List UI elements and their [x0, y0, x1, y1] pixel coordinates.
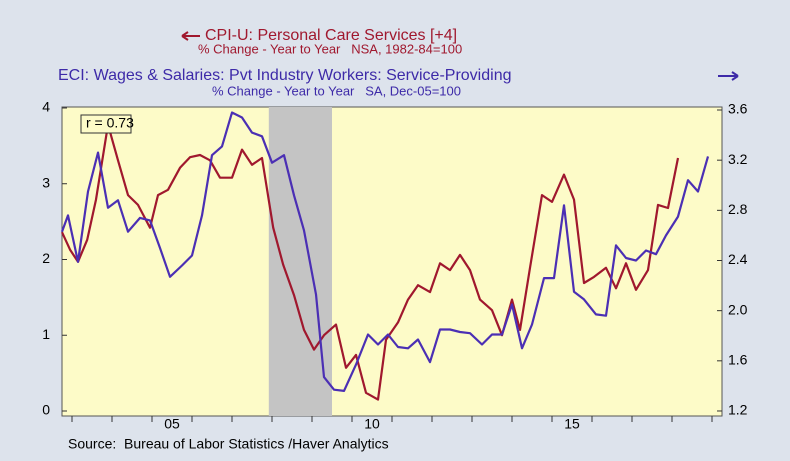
series-line: [60, 111, 710, 392]
source: Source: Bureau of Labor Statistics /Have…: [68, 436, 389, 452]
series-title: CPI-U: Personal Care Services [+4]: [205, 27, 457, 44]
y-tick-label: 1: [42, 326, 50, 342]
y2-tick-label: 2.8: [728, 201, 748, 217]
x-tick-label: 15: [564, 416, 580, 432]
series-line: [61, 123, 680, 401]
y2-tick-label: 1.2: [728, 402, 748, 418]
x-tick-label: 10: [364, 416, 380, 432]
annotation-box: [80, 114, 132, 134]
plot-area: [61, 106, 723, 417]
y2-tick-label: 2.0: [728, 301, 748, 317]
y-tick-label: 3: [42, 174, 50, 190]
y2-tick-label: 2.4: [728, 251, 748, 267]
y2-tick-label: 1.6: [728, 352, 748, 368]
y2-tick-label: 3.2: [728, 151, 748, 167]
series-subtitle: % Change - Year to Year SA, Dec-05=100: [212, 83, 461, 98]
y-tick-label: 4: [42, 99, 50, 115]
left-arrow: [181, 31, 200, 41]
series-subtitle: % Change - Year to Year NSA, 1982-84=100: [198, 41, 462, 56]
y2-tick-label: 3.6: [728, 101, 748, 117]
y-tick-label: 0: [42, 402, 50, 418]
right-arrow: [718, 71, 739, 81]
y-tick-label: 2: [42, 250, 50, 266]
annotation: r = 0.73: [86, 115, 134, 131]
x-tick-label: 05: [164, 416, 180, 432]
series-title: ECI: Wages & Salaries: Pvt Industry Work…: [58, 67, 511, 84]
